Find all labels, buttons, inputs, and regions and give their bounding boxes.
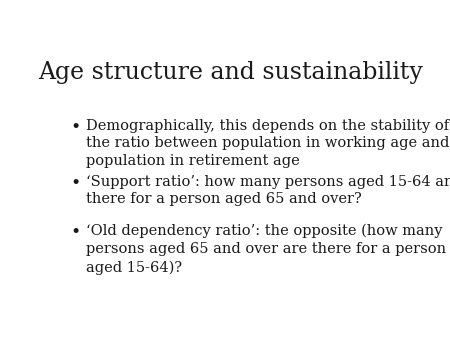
Text: ‘Old dependency ratio’: the opposite (how many
persons aged 65 and over are ther: ‘Old dependency ratio’: the opposite (ho…	[86, 224, 446, 275]
Text: •: •	[70, 175, 81, 192]
Text: •: •	[70, 224, 81, 241]
Text: •: •	[70, 119, 81, 136]
Text: Age structure and sustainability: Age structure and sustainability	[38, 62, 423, 84]
Text: Demographically, this depends on the stability of
the ratio between population i: Demographically, this depends on the sta…	[86, 119, 449, 168]
Text: ‘Support ratio’: how many persons aged 15-64 are
there for a person aged 65 and : ‘Support ratio’: how many persons aged 1…	[86, 175, 450, 207]
